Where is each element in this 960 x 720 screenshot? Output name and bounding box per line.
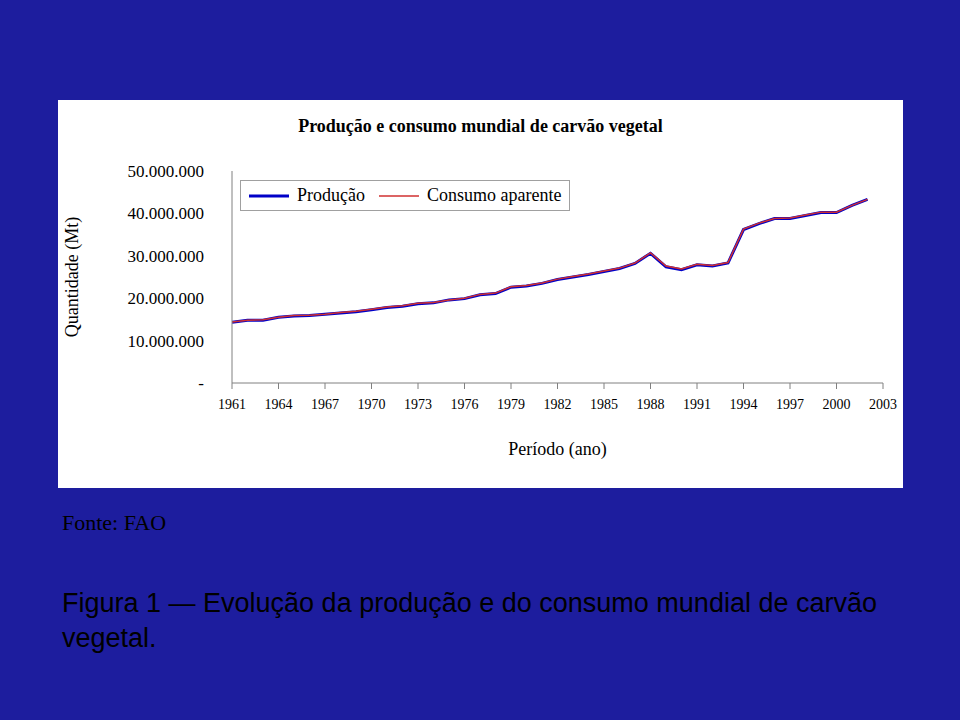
html-text:Produção: Produção	[297, 185, 365, 205]
svg-text:10.000.000: 10.000.000	[128, 332, 205, 351]
svg-text:Quantidade (Mt): Quantidade (Mt)	[62, 217, 83, 337]
svg-text:30.000.000: 30.000.000	[128, 247, 205, 266]
svg-text:1997: 1997	[776, 397, 804, 412]
svg-text:1964: 1964	[265, 397, 293, 412]
svg-text:1976: 1976	[451, 397, 479, 412]
svg-text:1988: 1988	[637, 397, 665, 412]
html-text:Fonte: FAO: Fonte: FAO	[62, 510, 167, 535]
svg-text:1973: 1973	[404, 397, 432, 412]
svg-text:2003: 2003	[869, 397, 897, 412]
svg-text:1991: 1991	[683, 397, 711, 412]
html-text:Figura 1 — Evolução da produçã: Figura 1 — Evolução da produção e do con…	[62, 588, 877, 654]
svg-text:1985: 1985	[590, 397, 618, 412]
svg-text:1970: 1970	[358, 397, 386, 412]
svg-text:-: -	[198, 374, 204, 393]
svg-text:1979: 1979	[497, 397, 525, 412]
svg-text:1961: 1961	[218, 397, 246, 412]
svg-text:1994: 1994	[730, 397, 758, 412]
svg-text:40.000.000: 40.000.000	[128, 204, 205, 223]
html-text:Consumo aparente: Consumo aparente	[427, 185, 562, 205]
svg-text:Período (ano): Período (ano)	[508, 439, 606, 460]
svg-text:1982: 1982	[544, 397, 572, 412]
svg-text:50.000.000: 50.000.000	[128, 162, 205, 181]
svg-text:20.000.000: 20.000.000	[128, 289, 205, 308]
svg-text:1967: 1967	[311, 397, 339, 412]
html-text:Produção e consumo mundial de: Produção e consumo mundial de carvão veg…	[298, 116, 663, 136]
svg-text:2000: 2000	[823, 397, 851, 412]
